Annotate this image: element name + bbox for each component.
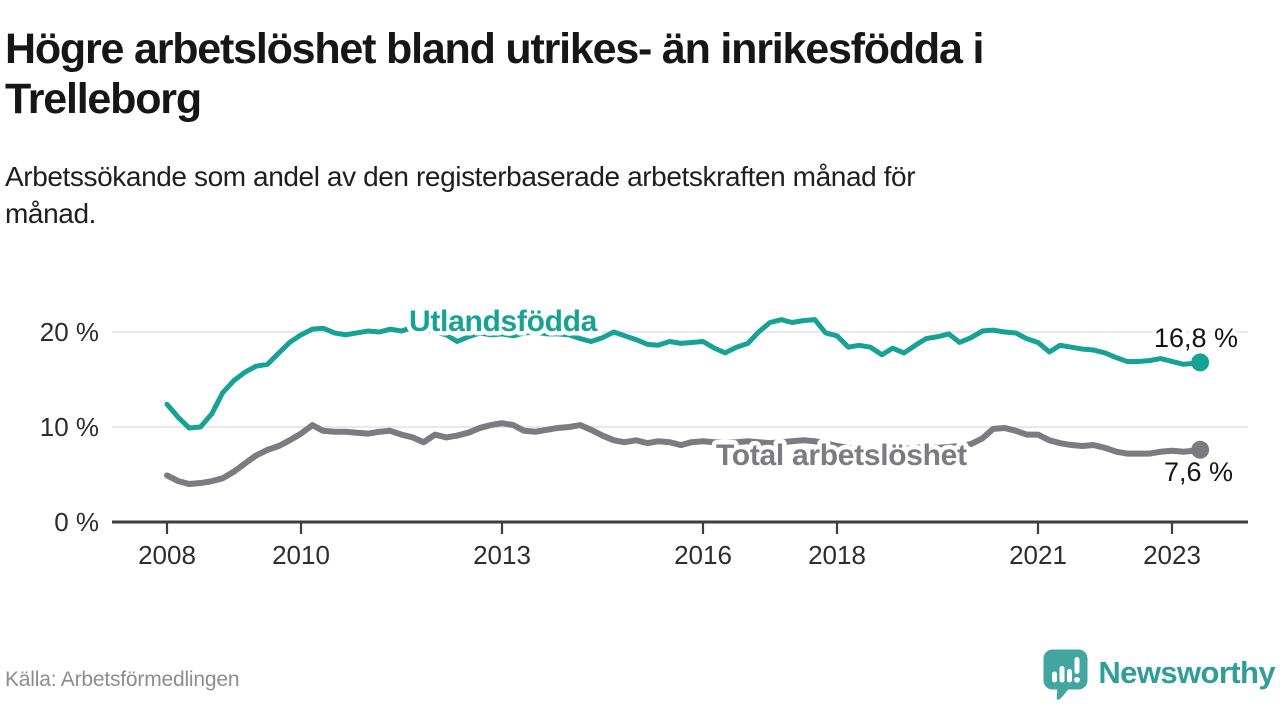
series-end-dot-utlandsfodda (1191, 353, 1210, 372)
subtitle-line-2: månad. (5, 198, 96, 229)
logo-speech-bubble-icon (1043, 649, 1088, 700)
page-subtitle: Arbetssökande som andel av den registerb… (5, 158, 1245, 232)
subtitle-line-1: Arbetssökande som andel av den registerb… (5, 161, 916, 192)
y-axis-label: 20 % (40, 317, 99, 347)
title-line-1: Högre arbetslöshet bland utrikes- än inr… (5, 25, 984, 73)
x-tick-label: 2010 (272, 540, 330, 570)
x-tick-label: 2008 (138, 540, 196, 570)
x-tick-label: 2013 (473, 540, 531, 570)
y-axis-label: 10 % (40, 412, 99, 442)
end-value-label-utlandsfodda: 16,8 % (1154, 323, 1238, 353)
series-label-total: Total arbetslöshet (716, 439, 967, 472)
logo-wordmark: Newsworthy (1098, 655, 1275, 690)
series-label-utlandsfodda: Utlandsfödda (409, 305, 598, 338)
x-tick-label: 2016 (674, 540, 732, 570)
x-tick-label: 2021 (1009, 540, 1067, 570)
source-note: Källa: Arbetsförmedlingen (5, 668, 240, 691)
x-tick-label: 2018 (808, 540, 866, 570)
y-axis-label: 0 % (54, 507, 99, 537)
header: Högre arbetslöshet bland utrikes- än inr… (5, 24, 1245, 232)
newsworthy-logo: Newsworthy (1042, 648, 1276, 702)
title-line-2: Trelleborg (5, 75, 202, 123)
page-title: Högre arbetslöshet bland utrikes- än inr… (5, 24, 1245, 124)
series-end-dot-total (1191, 440, 1210, 459)
series-line-utlandsfodda (164, 317, 1203, 431)
series-line-total (164, 420, 1204, 487)
end-value-label-total: 7,6 % (1164, 457, 1233, 487)
x-tick-label: 2023 (1143, 540, 1201, 570)
